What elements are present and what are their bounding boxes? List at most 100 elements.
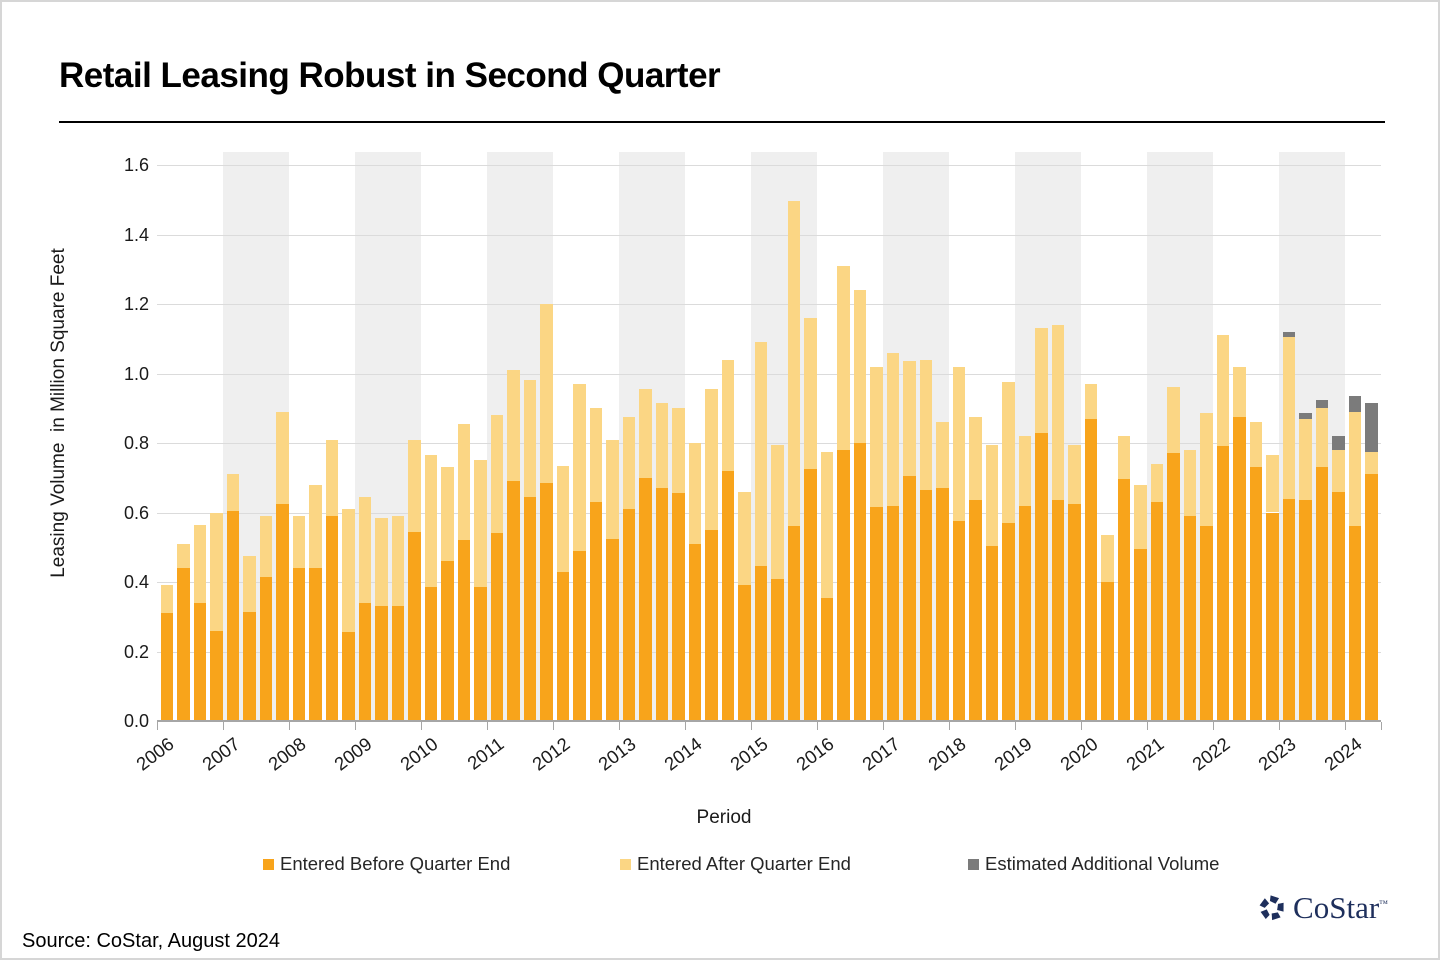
bar-segment-after: [1051, 324, 1064, 501]
bar-segment-before: [1134, 548, 1147, 721]
legend-label: Entered Before Quarter End: [280, 853, 511, 874]
x-axis-year-label: 2019: [990, 733, 1036, 775]
bar-segment-after: [226, 474, 239, 511]
bar-segment-before: [160, 613, 173, 721]
bar-segment-before: [754, 566, 767, 721]
bar-segment-after: [1332, 449, 1345, 492]
costar-logo-text: CoStar™: [1293, 890, 1388, 925]
bar-segment-before: [1249, 467, 1262, 721]
bar-segment-before: [457, 540, 470, 721]
bar-segment-after: [457, 423, 470, 541]
bar-segment-after: [820, 451, 833, 598]
bar-segment-before: [507, 481, 520, 721]
bar-segment-before: [1315, 467, 1328, 721]
gridline: [157, 582, 1381, 583]
y-axis-tick-label: 1.4: [123, 224, 149, 245]
bar-segment-after: [1167, 387, 1180, 454]
bar-segment-before: [210, 630, 223, 721]
x-axis-tick: [223, 722, 224, 730]
bar-segment-before: [325, 515, 338, 721]
x-axis-tick: [289, 722, 290, 730]
bar-segment-after: [919, 359, 932, 490]
x-axis-tick: [487, 722, 488, 730]
bar-segment-after: [589, 408, 602, 503]
bar-segment-before: [589, 502, 602, 721]
y-axis-tick-label: 1.2: [123, 294, 149, 314]
bar-segment-after: [639, 389, 652, 478]
bar-segment-after: [358, 496, 371, 603]
bar-segment-after: [1365, 451, 1378, 475]
legend-item-before: Entered Before Quarter End: [263, 852, 510, 876]
bar-segment-before: [655, 488, 668, 721]
bar-segment-before: [358, 602, 371, 721]
x-axis-year-label: 2016: [792, 733, 838, 775]
bar-segment-after: [210, 512, 223, 631]
bar-segment-before: [1216, 446, 1229, 721]
bar-segment-after: [622, 416, 635, 510]
bar-segment-after: [1299, 418, 1312, 501]
bar-segment-before: [886, 505, 899, 721]
bar-segment-before: [1117, 479, 1130, 721]
bar-segment-after: [936, 422, 949, 489]
bar-segment-after: [160, 585, 173, 614]
bar-segment-before: [1282, 498, 1295, 721]
bar-segment-before: [193, 602, 206, 721]
bar-segment-after: [903, 361, 916, 476]
bar-segment-before: [342, 632, 355, 721]
x-axis-year-label: 2015: [726, 733, 772, 775]
bar-segment-after: [292, 515, 305, 569]
bar-segment-before: [259, 576, 272, 721]
bar-segment-before: [1101, 582, 1114, 721]
x-axis-year-label: 2008: [264, 733, 310, 775]
bar-segment-after: [952, 366, 965, 522]
bar-segment-before: [738, 585, 751, 721]
x-axis-tick: [883, 722, 884, 730]
y-axis-tick-label: 0.2: [123, 641, 149, 662]
x-axis-year-label: 2022: [1188, 733, 1234, 775]
gridline: [157, 304, 1381, 305]
bar-segment-before: [903, 476, 916, 721]
y-axis-tick-label: 1.6: [123, 155, 149, 175]
bar-segment-after: [1101, 535, 1114, 582]
plot-area: 0.0 0.2 0.4 0.6 0.8 1.0 1.2 1.4 1.6 2006 2007 2008 2…: [124, 152, 1382, 775]
x-axis-year-label: 2007: [198, 733, 244, 775]
legend-item-after: Entered After Quarter End: [620, 852, 851, 876]
bar-segment-estimated: [1332, 436, 1345, 450]
bar-segment-before: [243, 611, 256, 721]
bar-segment-after: [375, 517, 388, 607]
bar-segment-after: [705, 389, 718, 530]
x-axis-line: [157, 720, 1381, 722]
bar-segment-before: [226, 510, 239, 721]
bar-segment-before: [606, 538, 619, 721]
x-axis-year-label: 2011: [463, 733, 508, 774]
bar-segment-before: [1183, 515, 1196, 721]
bar-segment-before: [276, 503, 289, 721]
x-axis-tick: [1213, 722, 1214, 730]
x-axis-tick: [817, 722, 818, 730]
bar-segment-before: [1266, 512, 1279, 721]
x-axis-year-label: 2014: [660, 733, 706, 775]
bar-segment-after: [342, 509, 355, 633]
bar-segment-estimated: [1282, 331, 1295, 337]
bar-segment-before: [853, 443, 866, 721]
x-axis-year-label: 2020: [1056, 733, 1102, 775]
bar-segment-after: [523, 380, 536, 497]
gridline: [157, 165, 1381, 166]
bar-segment-after: [408, 439, 421, 532]
x-axis-year-label: 2006: [132, 733, 178, 775]
bar-segment-after: [573, 383, 586, 551]
bar-segment-after: [738, 491, 751, 586]
bar-segment-after: [1266, 455, 1279, 513]
bar-segment-after: [1315, 408, 1328, 468]
bar-segment-before: [672, 493, 685, 721]
bar-segment-estimated: [1365, 403, 1378, 452]
bar-segment-after: [1282, 337, 1295, 499]
x-axis-year-label: 2021: [1122, 733, 1168, 775]
x-axis-tick: [1147, 722, 1148, 730]
bar-segment-before: [408, 531, 421, 721]
bar-segment-before: [804, 469, 817, 721]
y-axis-title: Leasing Volume in Million Square Feet: [48, 248, 69, 578]
bar-segment-before: [1200, 526, 1213, 721]
bar-segment-before: [787, 526, 800, 721]
bar-segment-before: [985, 545, 998, 721]
